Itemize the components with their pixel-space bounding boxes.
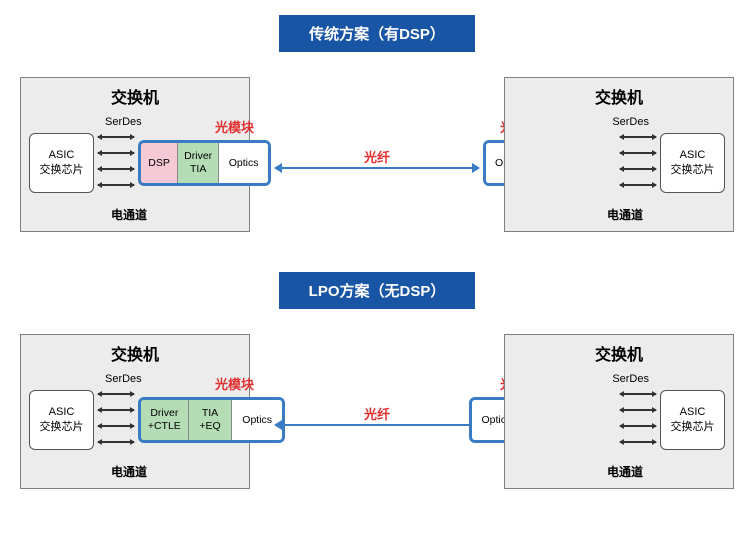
- electrical-arrows: [98, 393, 134, 443]
- asic-label-1: ASIC: [661, 149, 724, 161]
- channel-label: 电通道: [607, 206, 643, 223]
- fiber-line: [276, 424, 478, 426]
- cell-text-b: +CTLE: [148, 420, 181, 433]
- switch-title: 交换机: [505, 84, 733, 108]
- scheme1-left-module: DSP Driver TIA Optics: [138, 140, 271, 186]
- cell-text-b: +EQ: [199, 420, 220, 433]
- electrical-arrows: [98, 136, 134, 186]
- switch-title: 交换机: [21, 84, 249, 108]
- module-label-left: 光模块: [215, 117, 254, 136]
- scheme2-left-module: Driver +CTLE TIA +EQ Optics: [138, 397, 285, 443]
- switch-title: 交换机: [21, 341, 249, 365]
- asic-chip: ASIC 交换芯片: [29, 390, 94, 450]
- cell-text-a: TIA: [202, 407, 218, 420]
- asic-chip: ASIC 交换芯片: [660, 133, 725, 193]
- asic-label-2: 交换芯片: [30, 418, 93, 434]
- driver-ctle-cell: Driver +CTLE: [141, 400, 189, 440]
- asic-chip: ASIC 交换芯片: [29, 133, 94, 193]
- scheme1-title: 传统方案（有DSP）: [279, 15, 475, 52]
- asic-label-2: 交换芯片: [30, 161, 93, 177]
- asic-label-1: ASIC: [30, 406, 93, 418]
- scheme2-title: LPO方案（无DSP）: [279, 272, 476, 309]
- fiber-label: 光纤: [364, 404, 390, 423]
- serdes-label: SerDes: [105, 373, 142, 385]
- channel-label: 电通道: [111, 463, 147, 480]
- cell-text-a: Driver: [150, 407, 178, 420]
- tia-eq-cell: TIA +EQ: [189, 400, 233, 440]
- asic-label-1: ASIC: [30, 149, 93, 161]
- cell-text-a: Driver: [184, 150, 212, 163]
- scheme2-right-switch: 交换机 SerDes ASIC 交换芯片 电通道: [504, 334, 734, 489]
- electrical-arrows: [620, 136, 656, 186]
- electrical-arrows: [620, 393, 656, 443]
- asic-label-1: ASIC: [661, 406, 724, 418]
- asic-label-2: 交换芯片: [661, 161, 724, 177]
- scheme2-diagram: 交换机 SerDes ASIC 交换芯片 电通道 光模块 Driver +CTL…: [20, 329, 734, 499]
- serdes-label: SerDes: [612, 373, 649, 385]
- fiber-label: 光纤: [364, 147, 390, 166]
- channel-label: 电通道: [111, 206, 147, 223]
- serdes-label: SerDes: [105, 116, 142, 128]
- fiber-line: [276, 167, 478, 169]
- asic-label-2: 交换芯片: [661, 418, 724, 434]
- cell-text-b: TIA: [190, 163, 206, 176]
- dsp-cell: DSP: [141, 143, 178, 183]
- scheme1-right-switch: 交换机 SerDes ASIC 交换芯片 电通道: [504, 77, 734, 232]
- asic-chip: ASIC 交换芯片: [660, 390, 725, 450]
- optics-cell: Optics: [219, 143, 268, 183]
- switch-title: 交换机: [505, 341, 733, 365]
- serdes-label: SerDes: [612, 116, 649, 128]
- module-label-left: 光模块: [215, 374, 254, 393]
- driver-tia-cell: Driver TIA: [178, 143, 219, 183]
- channel-label: 电通道: [607, 463, 643, 480]
- scheme1-diagram: 交换机 SerDes ASIC 交换芯片 电通道 光模块 DSP Driver …: [20, 72, 734, 242]
